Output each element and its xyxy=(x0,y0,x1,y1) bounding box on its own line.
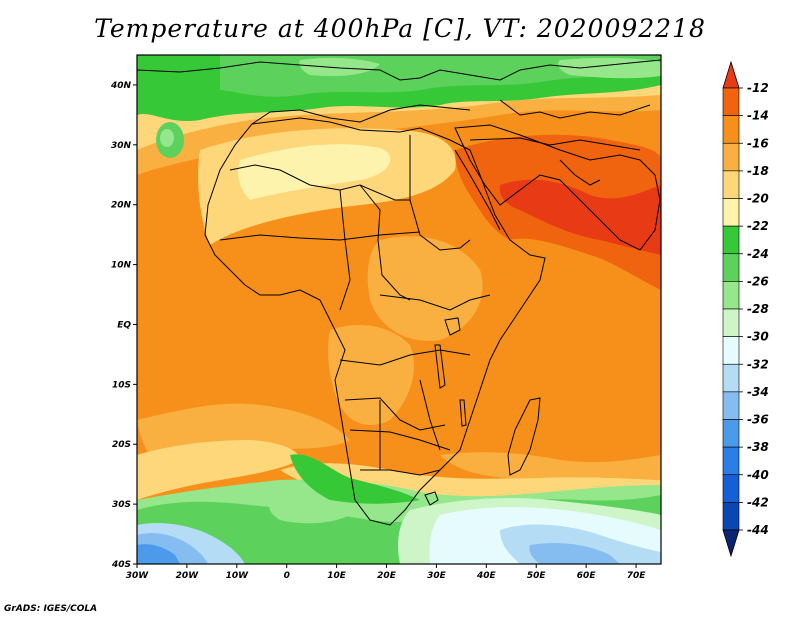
colorbar-label: -34 xyxy=(747,385,769,399)
colorbar-label: -36 xyxy=(747,413,769,427)
border-sahel xyxy=(219,231,421,241)
red-sea-coast xyxy=(454,149,501,231)
lat-tick-label: 40S xyxy=(111,560,131,570)
colorbar-segment xyxy=(722,474,740,503)
border-south-2 xyxy=(349,429,451,451)
colorbar-label: -30 xyxy=(747,330,769,344)
border-middle-east-2 xyxy=(499,99,651,119)
lat-tick-label: 30N xyxy=(111,141,132,151)
lat-tick-label: 10N xyxy=(111,261,132,271)
colorbar-segment xyxy=(722,391,740,420)
border-central-1 xyxy=(339,189,351,311)
persian-gulf-coast xyxy=(559,159,601,186)
lon-tick-label: 30W xyxy=(126,571,150,581)
colorbar-top-arrow xyxy=(722,60,740,89)
lon-tick-label: 70E xyxy=(627,571,647,581)
colorbar-segment xyxy=(722,363,740,393)
colorbar-segment xyxy=(722,170,740,199)
colorbar-segment xyxy=(722,308,740,337)
lon-tick-label: 20E xyxy=(377,571,397,581)
colorbar-segment xyxy=(722,419,740,448)
border-south-3 xyxy=(360,469,441,476)
colorbar-label: -26 xyxy=(747,274,769,288)
coastlines xyxy=(137,59,661,526)
lake-malawi xyxy=(459,399,467,427)
colorbar-label: -42 xyxy=(747,495,769,509)
lon-tick-label: 20W xyxy=(176,571,200,581)
lesotho-border xyxy=(424,491,439,506)
colorbar-label: -28 xyxy=(747,302,769,316)
temperature-field xyxy=(137,55,661,564)
colorbar-label: -12 xyxy=(747,81,769,95)
mediterranean-south-coast xyxy=(251,104,471,125)
lat-tick-label: 40N xyxy=(110,81,132,91)
madagascar-coastline xyxy=(507,397,541,476)
colorbar-label: -22 xyxy=(747,219,769,233)
colorbar-label: -16 xyxy=(747,136,769,150)
colorbar-label: -44 xyxy=(747,523,769,537)
longitude-ticks: 30W 20W 10W 0 10E 20E 30E 40E 50E 60E 70E xyxy=(126,564,646,581)
lat-tick-label: 30S xyxy=(112,500,131,510)
border-south-1 xyxy=(344,397,446,431)
credit-text: GrADS: IGES/COLA xyxy=(4,604,98,614)
lake-victoria xyxy=(444,317,461,336)
lon-tick-label: 0 xyxy=(284,571,290,581)
colorbar-segment xyxy=(722,281,740,310)
colorbar-segment xyxy=(722,502,740,531)
border-central-2 xyxy=(409,135,471,251)
colorbar-segment xyxy=(722,87,740,116)
colorbar-segment xyxy=(722,198,740,227)
europe-coastline xyxy=(137,59,661,81)
lat-tick-label: EQ xyxy=(117,320,131,330)
lat-tick-label: 10S xyxy=(112,380,131,390)
arabia-coastline xyxy=(454,124,661,251)
colorbar-segment xyxy=(722,142,740,172)
border-middle-east xyxy=(469,137,641,151)
lon-tick-label: 10W xyxy=(226,571,250,581)
colorbar-label: -32 xyxy=(747,357,769,371)
lon-tick-label: 30E xyxy=(427,571,447,581)
lon-tick-label: 50E xyxy=(527,571,547,581)
lon-tick-label: 10E xyxy=(327,571,347,581)
border-east-2 xyxy=(339,349,471,366)
border-west-africa xyxy=(229,164,410,201)
lat-tick-label: 20S xyxy=(112,440,131,450)
lon-tick-label: 40E xyxy=(476,571,497,581)
map-title: Temperature at 400hPa [C], VT: 202009221… xyxy=(94,14,706,43)
lon-tick-label: 60E xyxy=(577,571,597,581)
latitude-ticks: 40S 30S 20S 10S EQ 10N 20N 30N 40N xyxy=(110,81,137,570)
border-central-3 xyxy=(359,184,411,301)
colorbar-segment xyxy=(722,446,740,476)
colorbar-label: -20 xyxy=(747,192,769,206)
colorbar-label: -38 xyxy=(747,440,769,454)
colorbar-segment xyxy=(722,336,740,365)
map-frame xyxy=(136,54,662,565)
africa-coastline xyxy=(204,117,546,526)
colorbar-bottom-arrow xyxy=(722,529,740,558)
lat-tick-label: 20N xyxy=(111,201,132,211)
colorbar: -12 -14 -16 -18 -20 -22 -24 -26 -28 -30 -32 -34 -36 -… xyxy=(722,60,769,558)
border-east-1 xyxy=(379,294,491,311)
colorbar-label: -14 xyxy=(747,109,769,123)
colorbar-label: -24 xyxy=(747,247,769,261)
border-south-5 xyxy=(419,379,441,451)
colorbar-segment xyxy=(722,225,740,255)
colorbar-label: -40 xyxy=(747,468,769,482)
colorbar-segment xyxy=(722,115,740,144)
colorbar-segment xyxy=(722,253,740,282)
lake-tanganyika xyxy=(434,344,446,389)
colorbar-label: -18 xyxy=(747,164,769,178)
